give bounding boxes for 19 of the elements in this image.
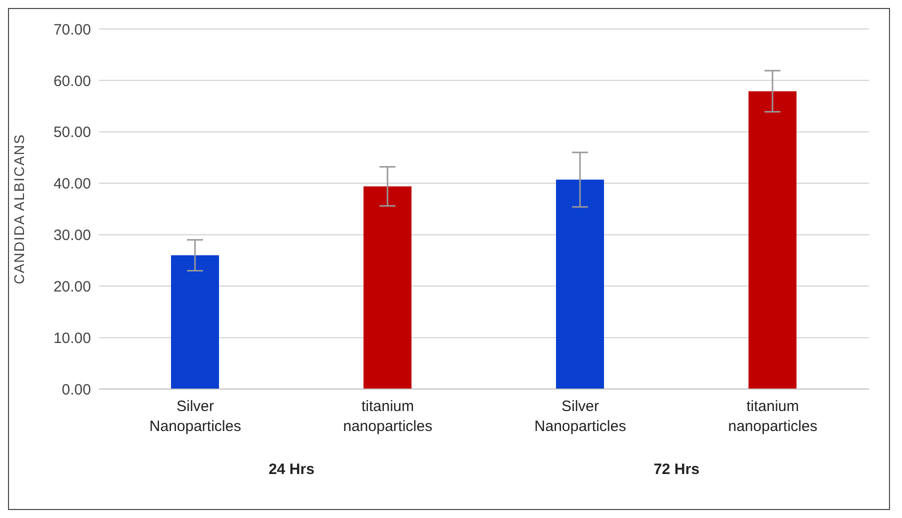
x-tick-label: titanium nanoparticles <box>343 398 432 435</box>
x-tick-label: Silver Nanoparticles <box>534 398 626 435</box>
bar <box>556 180 604 389</box>
y-tick-label: 30.00 <box>53 227 91 244</box>
y-tick-label: 40.00 <box>53 176 91 193</box>
text: 24 Hrs <box>268 461 316 478</box>
bar <box>171 255 219 389</box>
y-tick-label: 50.00 <box>53 124 91 142</box>
y-tick-label: 60.00 <box>53 72 91 90</box>
x-tick-label: Silver Nanoparticles <box>149 398 242 435</box>
bar <box>364 186 412 389</box>
y-tick-label: 20.00 <box>53 278 91 296</box>
y-tick-label: 0.00 <box>62 381 91 398</box>
bar <box>748 91 796 389</box>
y-tick-label: 10.00 <box>53 330 91 347</box>
y-axis-title: CANDIDA ALBICANS <box>10 134 27 284</box>
text: 72 Hrs <box>652 461 700 478</box>
y-tick-label: 70.00 <box>53 21 91 38</box>
x-tick-label: titanium nanoparticles <box>728 398 818 435</box>
